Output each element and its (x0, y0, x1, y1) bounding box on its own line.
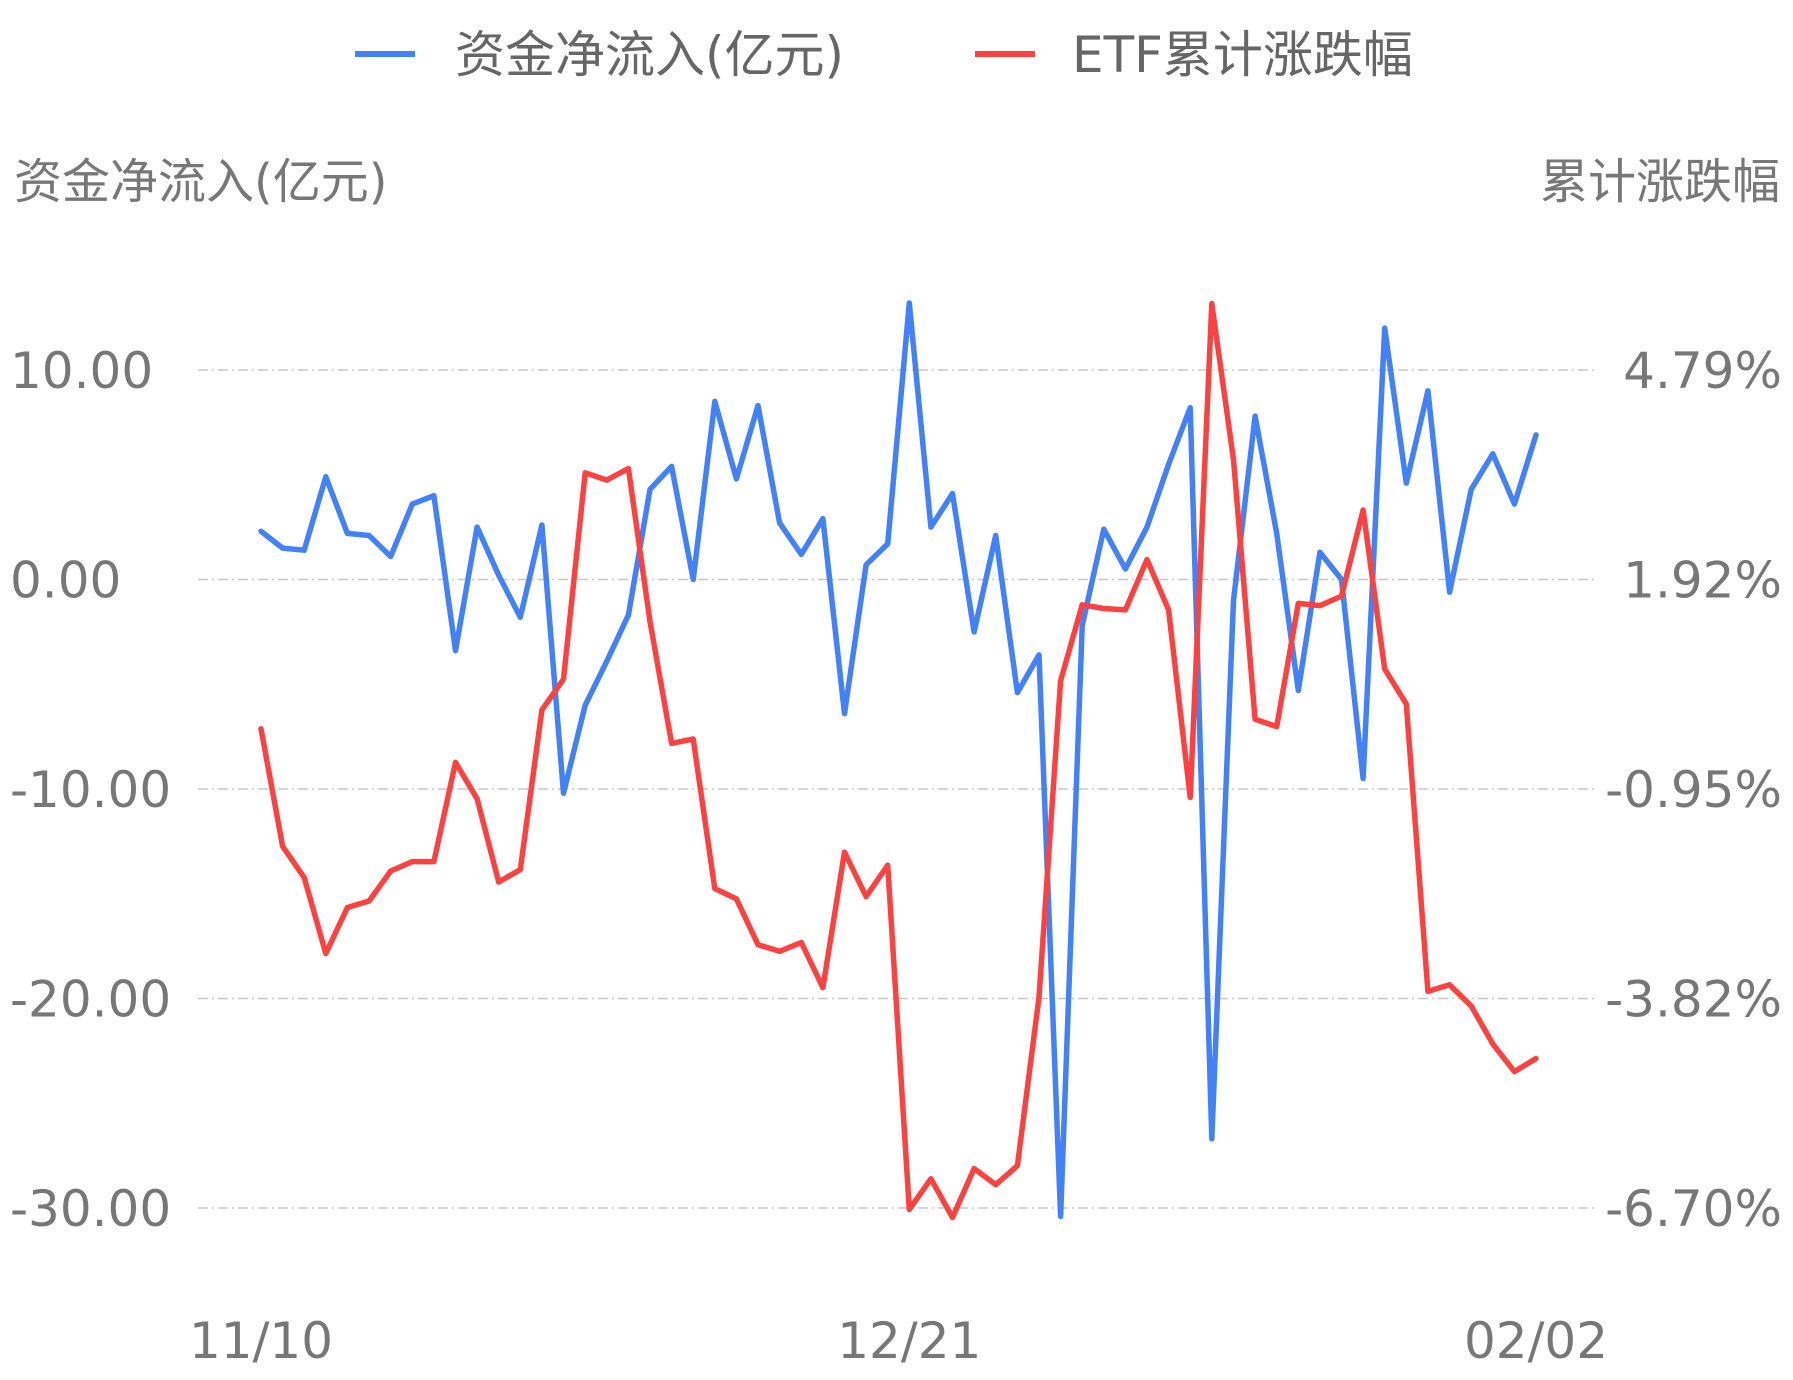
legend-label-flow: 资金净流入(亿元) (455, 26, 844, 84)
y-left-tick-labels: 10.00 0.00 -10.00 -20.00 -30.00 (10, 342, 171, 1238)
y-right-tick-label: -3.82% (1605, 971, 1782, 1029)
x-tick-labels: 11/10 12/21 02/02 (189, 1312, 1608, 1370)
y-left-tick-label: 0.00 (10, 552, 121, 610)
y-right-tick-label: -6.70% (1605, 1180, 1782, 1238)
x-tick-label: 02/02 (1464, 1312, 1608, 1370)
y-right-tick-label: 4.79% (1623, 342, 1782, 400)
y-left-axis-title: 资金净流入(亿元) (14, 154, 387, 210)
y-right-tick-label: -0.95% (1605, 761, 1782, 819)
series-lines (258, 300, 1539, 1221)
y-right-tick-label: 1.92% (1623, 552, 1782, 610)
y-left-tick-label: 10.00 (10, 342, 153, 400)
y-left-tick-label: -30.00 (10, 1180, 171, 1238)
gridlines (198, 369, 1598, 1209)
y-right-axis-title: 累计涨跌幅 (1540, 154, 1780, 210)
legend-label-return: ETF累计涨跌幅 (1072, 26, 1413, 84)
y-left-tick-label: -10.00 (10, 761, 171, 819)
y-right-tick-labels: 4.79% 1.92% -0.95% -3.82% -6.70% (1605, 342, 1782, 1238)
legend: 资金净流入(亿元) ETF累计涨跌幅 (355, 26, 1413, 84)
series-line-fund-flow (258, 300, 1539, 1220)
y-left-tick-label: -20.00 (10, 971, 171, 1029)
x-tick-label: 12/21 (837, 1312, 981, 1370)
series-line-cumulative-return (258, 300, 1539, 1221)
x-tick-label: 11/10 (189, 1312, 333, 1370)
